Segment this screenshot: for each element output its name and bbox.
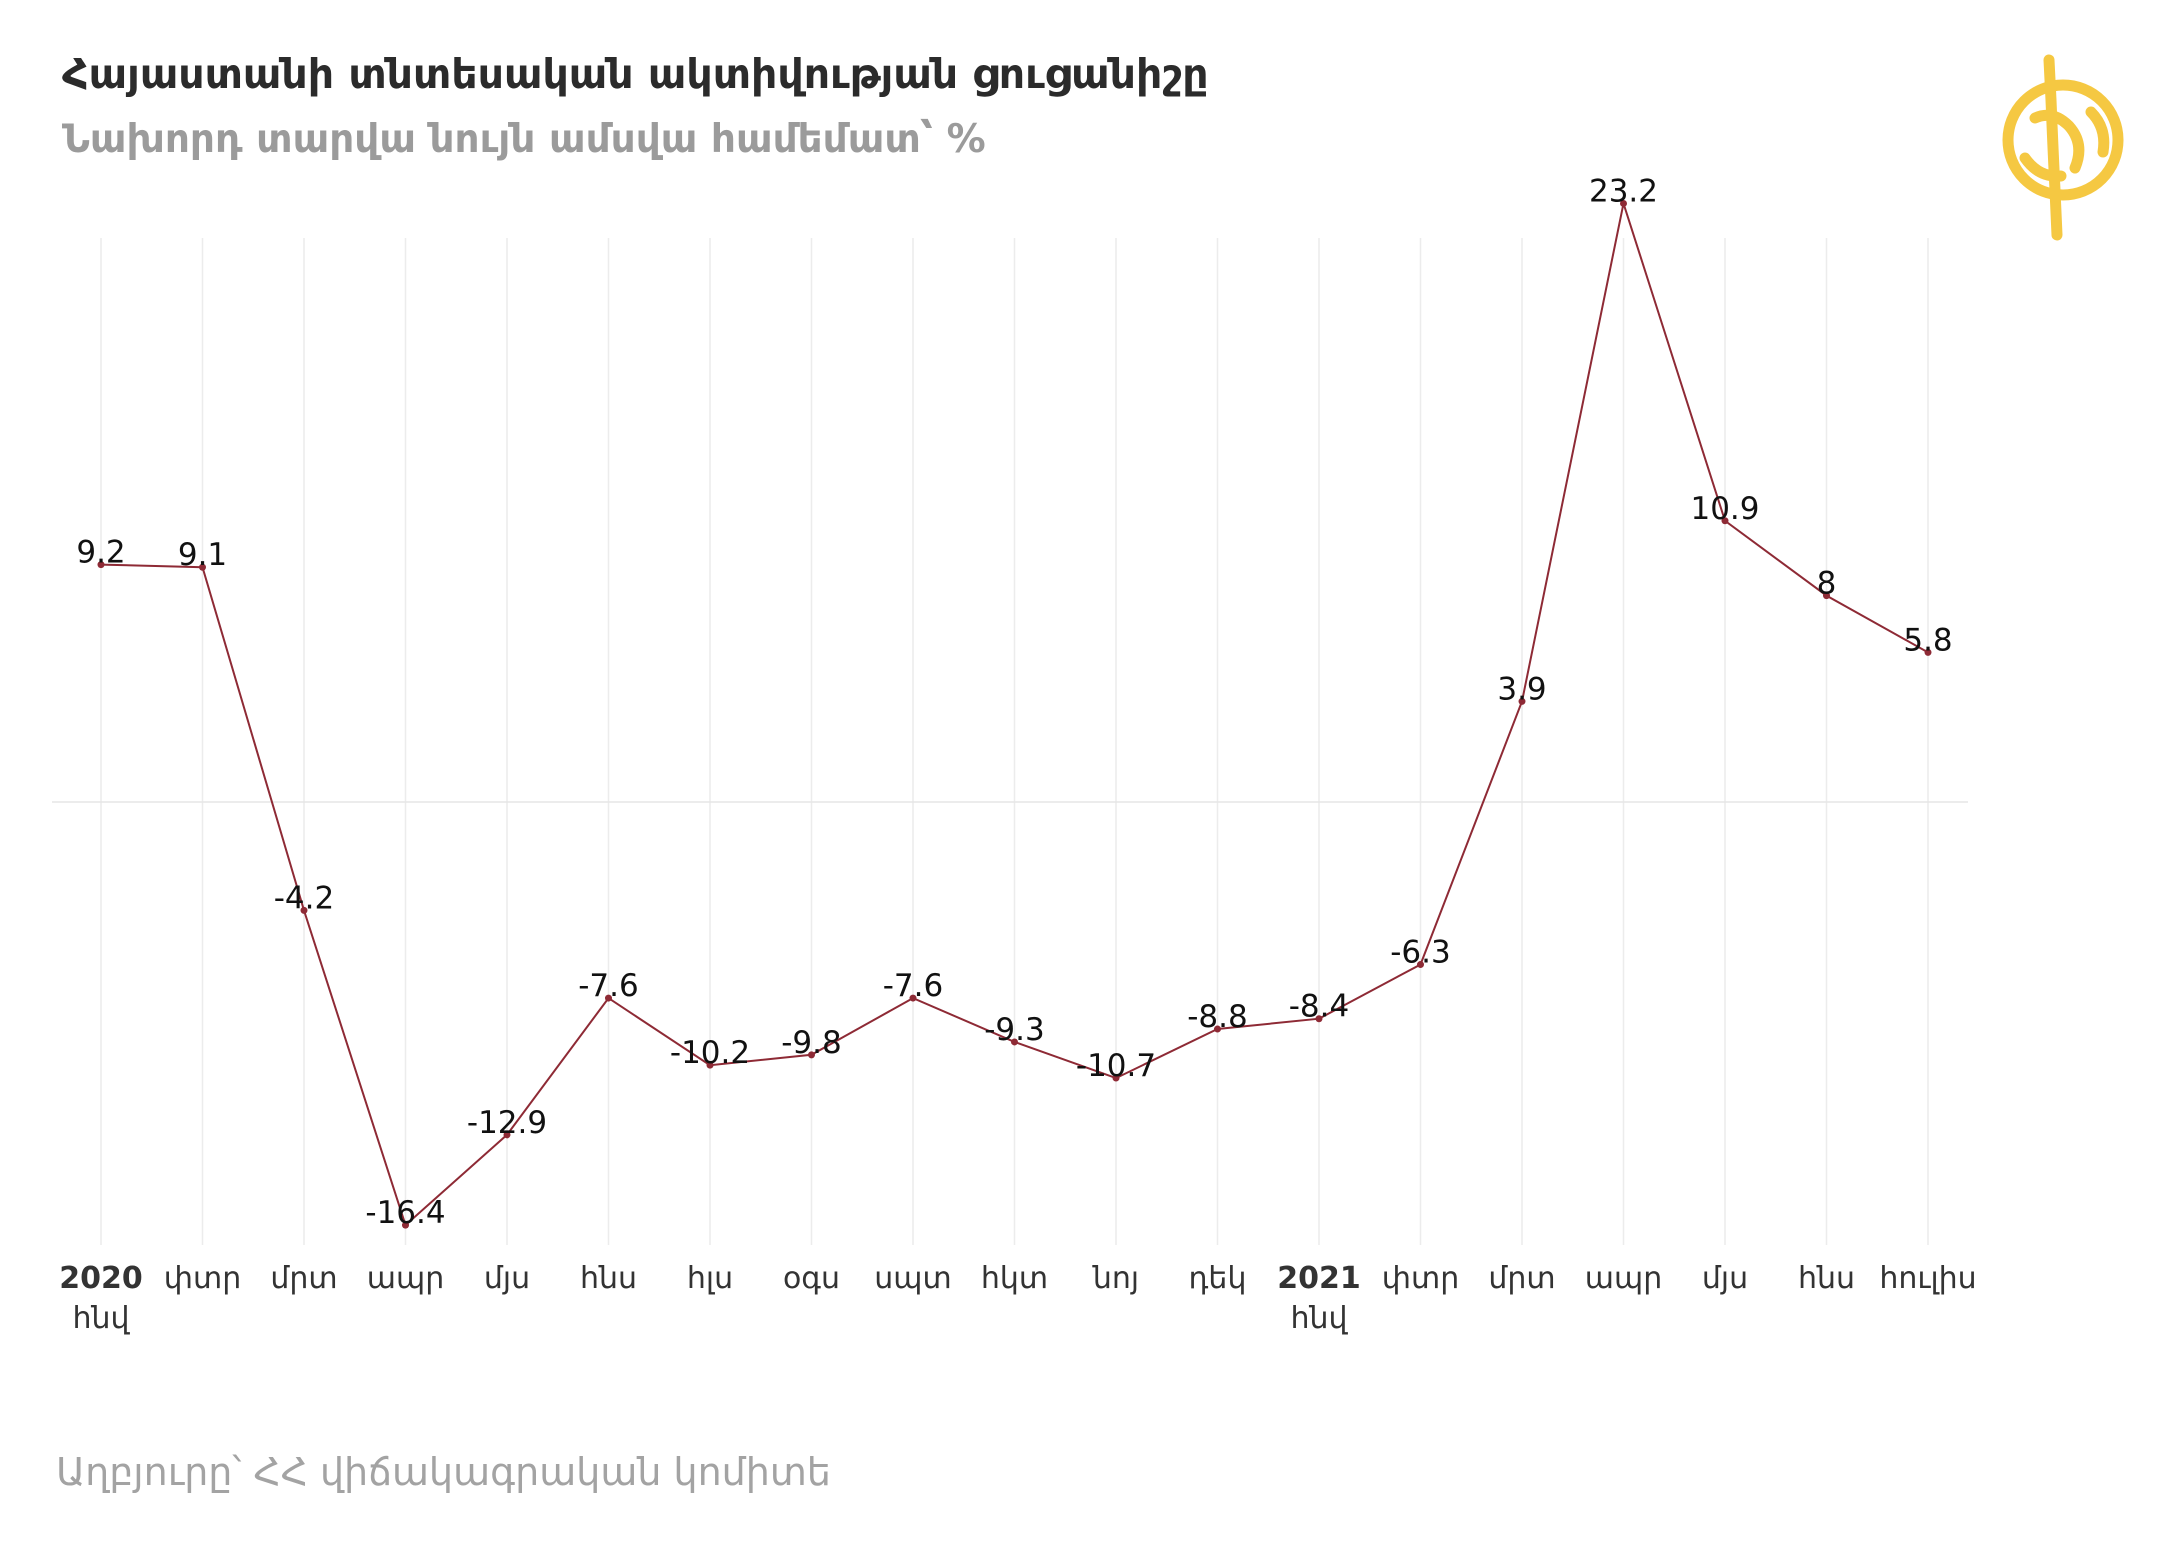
data-label: -10.7 [1076,1048,1156,1084]
data-label: 5.8 [1903,622,1952,658]
x-tick-label: փտր [1382,1261,1459,1296]
x-tick-label: ապր [367,1261,444,1296]
data-point [1011,1038,1018,1046]
x-tick-year: 2021 [1277,1261,1361,1296]
x-tick-label: դեկ [1189,1261,1247,1296]
x-tick-label: հլս [687,1261,733,1296]
data-point [909,994,917,1002]
x-tick-label: հնս [580,1261,637,1296]
x-tick-label: մրտ [1488,1261,1555,1296]
data-label: -16.4 [365,1195,445,1231]
data-point [605,994,612,1002]
data-point [1721,517,1729,525]
data-point [1823,592,1830,600]
data-point [402,1221,409,1229]
data-label: 23.2 [1589,173,1658,209]
data-label: -9.3 [984,1012,1045,1048]
chart-data-labels: 9.2 9.1 -4.2 -16.4 -12.9 -7.6 -10.2 -9.8 -7.6 -9.… [76,173,1952,1231]
data-label: 9.2 [76,535,125,571]
data-label: -7.6 [883,968,944,1004]
data-point [199,563,206,571]
chart-subtitle: Նախորդ տարվա նույն ամսվա համեմատ՝ % [62,117,986,162]
data-point [97,561,105,569]
source-note: Աղբյուրը՝ ՀՀ վիճակագրական կոմիտե [56,1450,831,1494]
data-point [1112,1074,1120,1082]
data-label: -8.8 [1187,999,1248,1035]
data-label: 10.9 [1690,491,1759,527]
data-label: 3.9 [1497,671,1546,707]
data-point [1214,1025,1221,1033]
data-point [300,906,308,914]
data-label: -9.8 [781,1025,842,1061]
x-tick-label: օգս [783,1261,840,1296]
data-label: -7.6 [578,968,639,1004]
data-point [503,1131,511,1139]
data-label: -4.2 [274,880,335,916]
data-label: 9.1 [178,537,227,573]
x-tick-label: փտր [164,1261,241,1296]
data-label: -10.2 [670,1035,750,1071]
data-point [706,1061,714,1069]
x-tick-label: հուլիս [1879,1261,1976,1296]
data-point [1417,961,1424,969]
data-label: -6.3 [1390,935,1451,971]
x-tick-label: մրտ [270,1261,337,1296]
data-point [1518,697,1526,705]
x-tick-label: հնվ [1290,1301,1348,1336]
data-label: 8 [1817,566,1837,602]
data-label: -8.4 [1289,989,1350,1025]
x-tick-label: մյս [484,1261,530,1296]
x-tick-year: 2020 [59,1261,143,1296]
x-tick-label: մյս [1702,1261,1748,1296]
data-point [1620,199,1627,207]
chart-title: Հայաստանի տնտեսական ակտիվության ցուցանիշ… [62,50,1209,98]
x-tick-label: նոյ [1092,1261,1139,1296]
x-tick-label: հնվ [72,1301,130,1336]
x-tick-label: հնս [1798,1261,1855,1296]
data-label: -12.9 [467,1105,547,1141]
data-point [1315,1015,1323,1023]
x-tick-label: ապր [1585,1261,1662,1296]
x-tick-label: սպտ [874,1261,951,1296]
data-point [1924,648,1932,656]
data-point [808,1051,815,1059]
x-tick-label: հկտ [981,1261,1048,1296]
globe-logo-icon [2002,54,2124,241]
chart-points [97,199,1932,1229]
chart-grid [52,238,1968,1245]
